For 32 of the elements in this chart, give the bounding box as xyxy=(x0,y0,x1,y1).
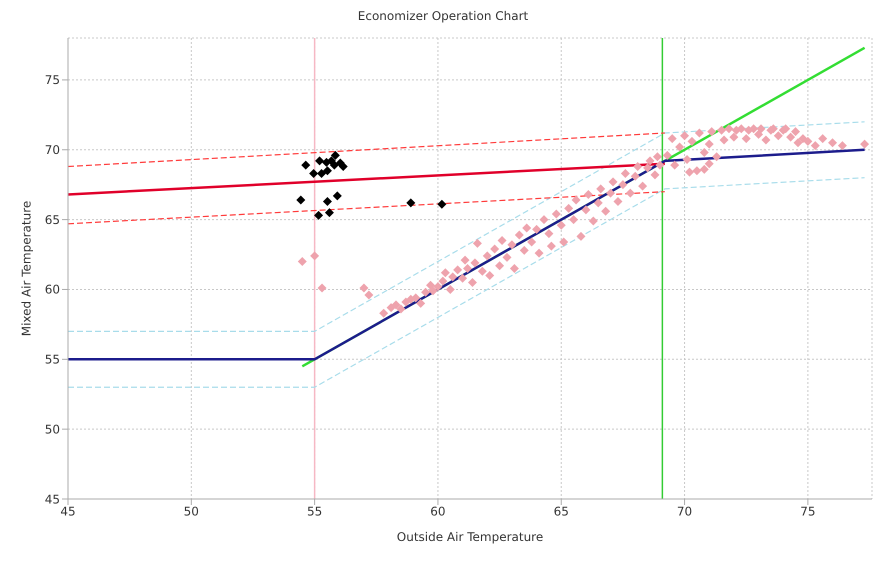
point xyxy=(437,200,446,209)
point xyxy=(330,150,340,160)
point xyxy=(317,169,326,178)
y-tick-label: 50 xyxy=(44,422,60,436)
x-tick-label: 65 xyxy=(554,504,569,519)
point xyxy=(322,166,332,176)
point xyxy=(309,169,318,178)
point xyxy=(332,191,342,200)
point xyxy=(322,196,332,206)
point xyxy=(338,162,348,172)
point xyxy=(296,196,306,205)
x-tick-label: 70 xyxy=(676,504,692,519)
point xyxy=(406,198,416,208)
point xyxy=(315,156,324,166)
point xyxy=(314,210,324,220)
y-tick-label: 65 xyxy=(44,212,60,227)
y-tick-label: 70 xyxy=(44,143,60,158)
x-tick-label: 55 xyxy=(306,504,322,519)
point xyxy=(330,160,339,170)
y-axis-title: Mixed Air Temperature xyxy=(19,200,34,336)
point xyxy=(301,160,310,170)
x-tick-label: 50 xyxy=(184,504,199,519)
y-tick-label: 55 xyxy=(44,352,60,367)
chart-title: Economizer Operation Chart xyxy=(356,8,530,25)
x-axis-title: Outside Air Temperature xyxy=(396,530,544,544)
x-tick-label: 60 xyxy=(430,504,446,519)
x-tick-label: 75 xyxy=(800,504,816,519)
y-tick-label: 45 xyxy=(44,492,60,506)
y-tick-label: 60 xyxy=(44,282,60,297)
point xyxy=(324,208,334,218)
y-tick-label: 75 xyxy=(44,73,60,88)
x-tick-label: 45 xyxy=(60,504,76,519)
